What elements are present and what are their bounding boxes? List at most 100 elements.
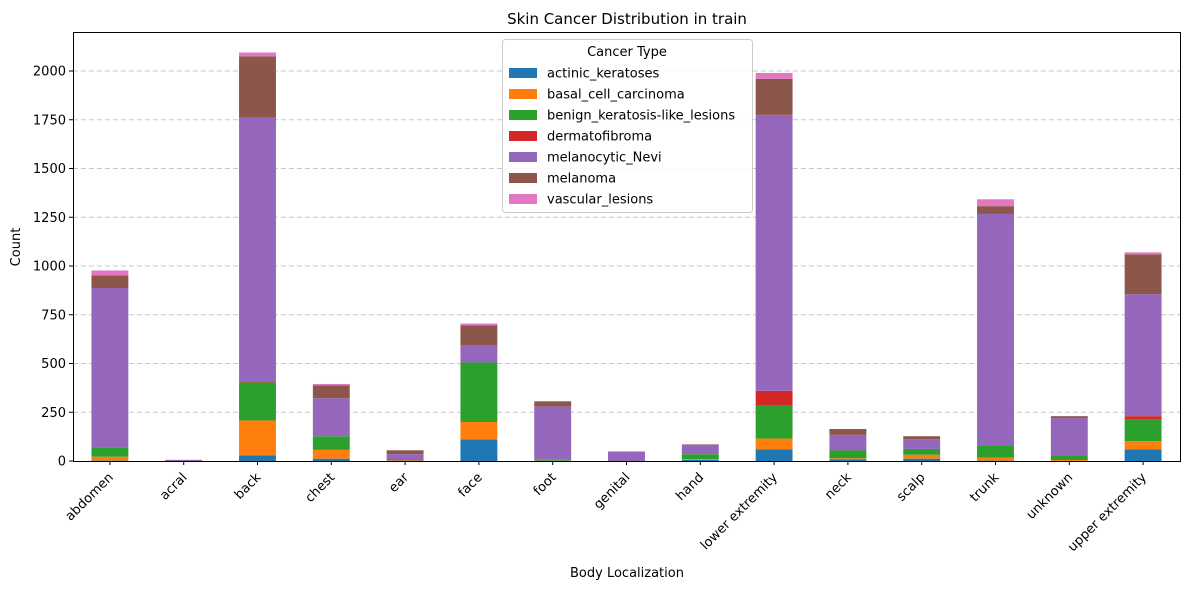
bar-segment [460,323,498,326]
bar-segment [460,362,498,422]
bar-segment [239,117,276,383]
bar-segment [977,457,1014,461]
bar-segment [755,438,793,450]
bar-segment [681,444,719,446]
y-tick-label: 0 [58,455,66,470]
bar-segment [1050,418,1088,456]
bar-segment [829,459,867,461]
legend-label: basal_cell_carcinoma [547,88,685,103]
bar-segment [977,213,1014,446]
legend-title: Cancer Type [587,45,667,60]
x-tick-label: neck [822,470,855,503]
y-tick-label: 1250 [33,211,66,226]
x-tick-label: acral [157,470,190,503]
bar-segment [91,270,129,276]
bar-segment [755,449,793,461]
bar-segment [312,385,350,399]
bar-segment [460,344,498,363]
bar-segment [681,459,719,460]
bar-segment [829,429,867,435]
x-tick-label: upper extremity [1065,470,1150,555]
bar-segment [460,325,498,345]
x-tick-label: unknown [1024,470,1076,522]
bar-segment [681,454,719,460]
x-tick-label: hand [673,470,707,504]
bar-segment [386,460,424,461]
legend-label: melanoma [547,172,616,187]
x-tick-label: lower extremity [698,470,781,553]
legend: Cancer Type actinic_keratoses basal_cell_… [502,39,753,213]
bar-segment [386,459,424,461]
bars [91,52,1162,461]
bar-segment [681,459,719,461]
legend-swatch [509,110,537,120]
bar-segment [91,275,129,289]
x-tick-label: back [232,470,265,503]
bar-segment [977,199,1014,207]
bar-segment [755,405,793,439]
bar-segment [903,448,941,455]
x-axis-label: Body Localization [570,566,684,581]
bar-segment [239,382,276,421]
legend-swatch [509,68,537,78]
y-tick-label: 1000 [33,260,66,275]
bar-segment [91,456,129,461]
y-tick-label: 1500 [33,162,66,177]
bar-segment [755,390,793,406]
legend-swatch [509,89,537,99]
legend-swatch [509,131,537,141]
bar-segment [460,439,498,461]
bar-segment [755,72,793,79]
bar-segment [608,451,645,461]
bar-segment [312,449,350,459]
legend-label: vascular_lesions [547,193,653,208]
bar-segment [312,398,350,437]
bar-segment [386,454,424,460]
x-tick-label: scalp [894,470,928,504]
y-axis-label: Count [9,228,24,267]
bar-segment [903,454,941,459]
bar-segment [1124,449,1162,461]
x-tick-label: face [456,470,486,500]
bar-segment [1124,252,1162,255]
bar-segment [977,206,1014,214]
y-tick-label: 500 [41,357,66,372]
x-tick-label: foot [531,470,560,499]
bar-segment [903,458,941,461]
plot-frame [73,32,1181,462]
legend-swatch [509,194,537,204]
legend-label: benign_keratosis-like_lesions [547,109,735,124]
y-tick-label: 2000 [33,65,66,80]
bar-segment [1050,455,1088,461]
legend-box [502,39,753,213]
bar-segment [829,450,867,459]
bar-segment [312,458,350,461]
x-tick-label: chest [303,470,339,506]
bar-segment [1124,254,1162,295]
bar-segment [829,434,867,451]
legend-label: melanocytic_Nevi [547,151,662,166]
bar-segment [1124,419,1162,442]
y-tick-label: 750 [41,308,66,323]
bar-segment [755,114,793,391]
bar-segment [239,420,276,456]
bar-segment [386,450,424,455]
x-tick-label: ear [386,470,412,496]
x-axis: abdomen acral back chest ear face foot genital h… [63,461,1150,555]
bar-segment [534,401,572,407]
bar-segment [91,288,129,448]
x-tick-label: genital [591,470,633,512]
legend-label: actinic_keratoses [547,67,660,82]
bar-segment [1050,460,1088,461]
legend-label: dermatofibroma [547,130,652,145]
chart-title: Skin Cancer Distribution in train [507,10,747,28]
y-axis: 0 250 500 750 1000 1250 1500 1750 2000 [33,65,73,470]
bar-segment [977,445,1014,458]
bar-segment [829,458,867,460]
bar-segment [534,459,572,461]
bar-segment [755,78,793,115]
bar-segment [903,436,941,440]
bar-segment [903,439,941,449]
bar-segment [239,455,276,461]
